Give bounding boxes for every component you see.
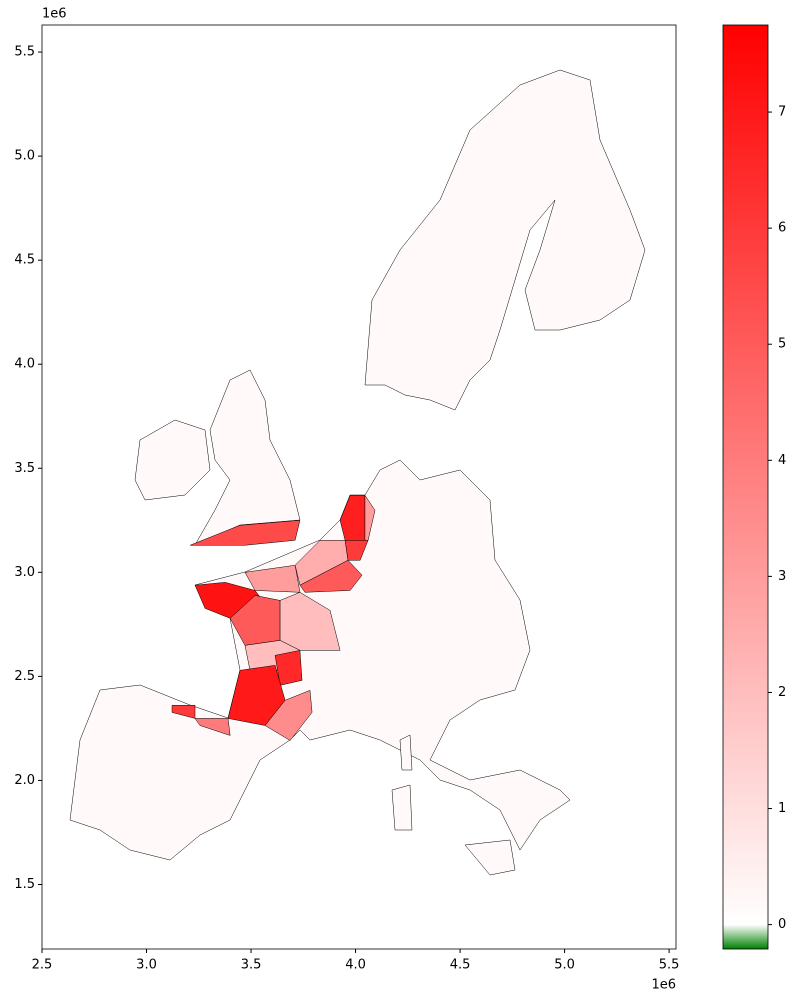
x-offset-label: 1e6 <box>651 978 676 993</box>
plot-frame <box>41 24 677 950</box>
colorbar-tick-label: 6 <box>778 221 786 236</box>
region <box>171 705 196 719</box>
colorbar-tick-label: 7 <box>778 105 786 120</box>
sardinia <box>391 784 413 831</box>
x-tick-label: 4.0 <box>345 958 366 973</box>
colorbar-tick-label: 4 <box>778 453 786 468</box>
y-tick-label: 5.0 <box>14 149 35 164</box>
scandinavia <box>364 69 646 411</box>
region <box>189 520 301 546</box>
corsica <box>399 734 413 771</box>
colorbar-tick-label: 0 <box>778 917 786 932</box>
continent <box>69 459 571 861</box>
colorbar-tick-label: 3 <box>778 569 786 584</box>
y-tick-label: 5.5 <box>14 45 35 60</box>
x-tick-label: 5.0 <box>554 958 575 973</box>
region <box>344 540 369 561</box>
y-tick-label: 2.5 <box>14 669 35 684</box>
y-tick-label: 3.5 <box>14 461 35 476</box>
x-tick-label: 2.5 <box>32 958 53 973</box>
britain <box>194 369 301 546</box>
x-tick-label: 3.5 <box>241 958 262 973</box>
y-tick-label: 2.0 <box>14 773 35 788</box>
colorbar-tick-label: 2 <box>778 685 786 700</box>
region <box>339 495 366 541</box>
y-tick-label: 4.0 <box>14 357 35 372</box>
x-tick-label: 5.5 <box>659 958 680 973</box>
basemap <box>69 69 646 876</box>
y-offset-label: 1e6 <box>42 7 67 22</box>
colorbar-tick-label: 5 <box>778 337 786 352</box>
region <box>274 650 303 686</box>
y-tick-label: 1.5 <box>14 877 35 892</box>
region <box>299 559 363 593</box>
region <box>194 718 231 736</box>
sicily <box>464 839 516 876</box>
region <box>264 689 313 741</box>
colorbar <box>722 24 769 950</box>
x-tick-label: 4.5 <box>450 958 471 973</box>
ireland <box>134 419 211 501</box>
y-tick-label: 3.0 <box>14 565 35 580</box>
colorbar-tick-label: 1 <box>778 801 786 816</box>
x-tick-label: 3.0 <box>136 958 157 973</box>
y-tick-label: 4.5 <box>14 253 35 268</box>
